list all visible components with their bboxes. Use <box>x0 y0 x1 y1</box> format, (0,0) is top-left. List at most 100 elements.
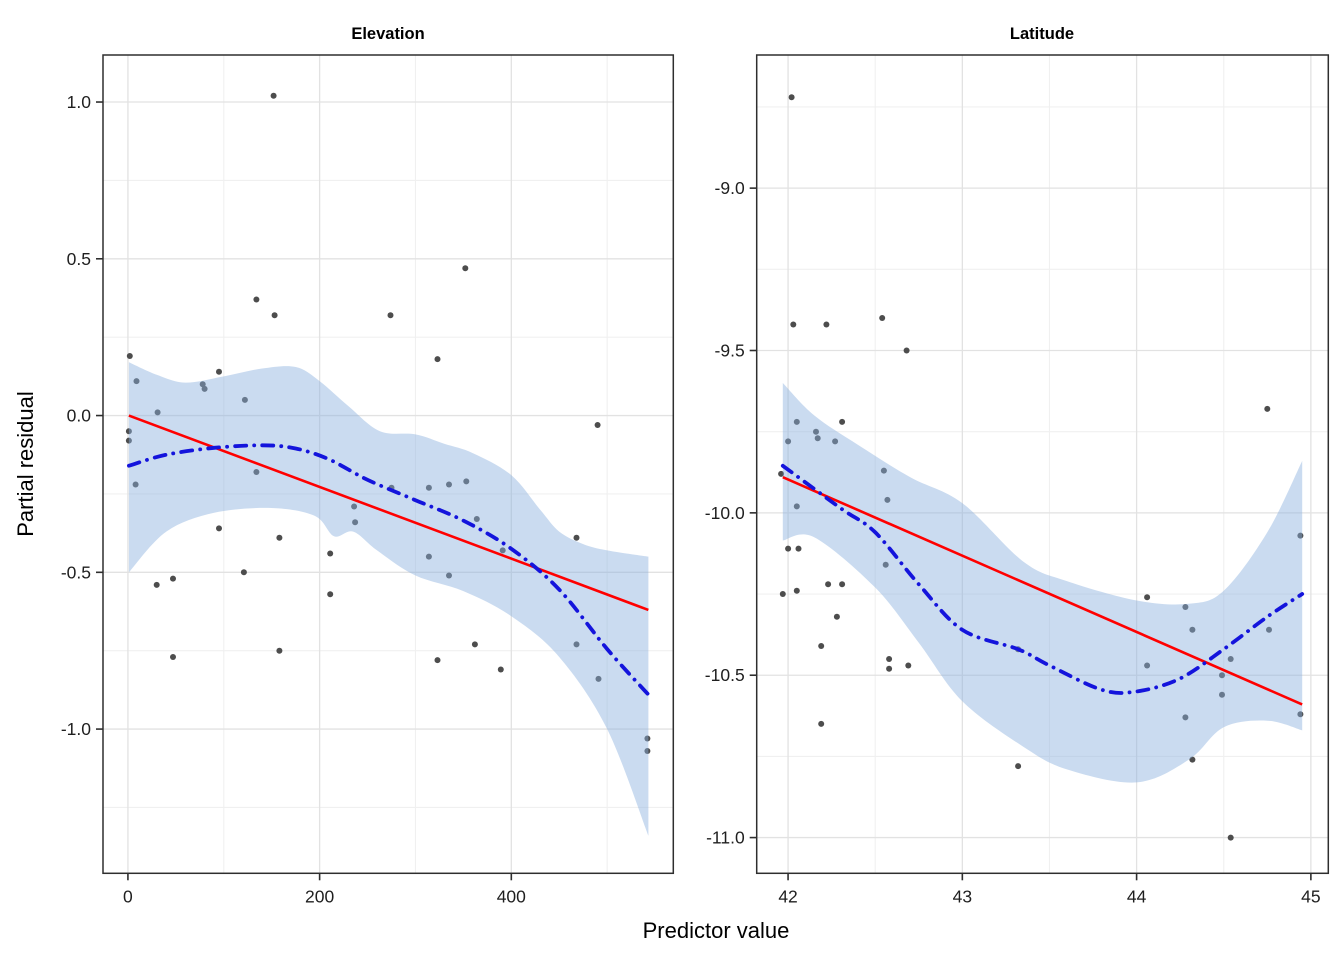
panel-border <box>102 54 675 875</box>
data-point <box>1144 662 1151 669</box>
data-point <box>387 312 394 319</box>
data-point <box>425 484 432 491</box>
data-point <box>351 503 358 510</box>
smooth-line <box>127 443 651 697</box>
data-point <box>201 385 208 392</box>
data-point <box>1182 604 1189 610</box>
data-point <box>125 437 132 444</box>
data-point <box>594 422 601 428</box>
data-point <box>1144 594 1151 601</box>
data-point <box>327 550 334 557</box>
data-point <box>795 545 802 552</box>
data-point <box>352 519 359 526</box>
data-point <box>1227 834 1234 841</box>
data-point <box>471 641 478 648</box>
data-point <box>153 581 160 588</box>
data-point <box>818 720 825 727</box>
data-point <box>886 665 893 672</box>
data-point <box>499 547 506 554</box>
y-tick-label: -9.5 <box>715 340 745 360</box>
y-tick-label: 1.0 <box>67 92 92 112</box>
x-tick-label: 45 <box>1301 886 1320 906</box>
data-point <box>462 265 469 272</box>
data-point <box>903 347 910 354</box>
x-tick-label: 42 <box>778 886 797 906</box>
data-point <box>788 94 795 101</box>
data-point <box>1219 672 1225 679</box>
data-point <box>1266 626 1272 633</box>
data-point <box>1189 626 1196 633</box>
confidence-band <box>128 362 649 836</box>
data-point <box>644 748 651 754</box>
facet-title-elevation: Elevation <box>351 25 425 43</box>
data-point <box>199 381 206 388</box>
y-tick-label: -10.0 <box>705 503 745 523</box>
y-tick-label: -10.5 <box>705 665 745 685</box>
x-tick-label: 44 <box>1127 886 1147 906</box>
data-point <box>880 467 887 474</box>
x-tick-label: 0 <box>123 886 133 906</box>
data-point <box>832 438 839 445</box>
data-point <box>1297 711 1304 718</box>
data-point <box>463 478 470 485</box>
data-point <box>1015 763 1022 770</box>
data-point <box>882 561 889 568</box>
data-point <box>434 356 441 363</box>
data-point <box>216 368 222 375</box>
data-point <box>879 315 886 321</box>
data-point <box>446 481 452 488</box>
data-point <box>793 418 800 425</box>
data-point <box>434 657 441 664</box>
data-point <box>595 675 602 682</box>
data-point <box>1297 532 1304 539</box>
data-point <box>823 321 830 328</box>
data-point <box>778 470 785 477</box>
data-point <box>884 496 891 503</box>
data-point <box>446 572 452 579</box>
y-axis-title: Partial residual <box>13 391 38 537</box>
data-point <box>1227 656 1234 662</box>
y-tick-label: 0.5 <box>67 249 91 269</box>
data-point <box>473 516 480 522</box>
data-point <box>825 581 832 588</box>
x-tick-label: 400 <box>497 886 526 906</box>
data-point <box>814 435 821 442</box>
data-point <box>276 534 283 541</box>
data-point <box>818 643 825 649</box>
data-point <box>785 545 792 552</box>
data-point <box>425 553 432 560</box>
data-point <box>573 641 580 648</box>
data-point <box>785 438 792 445</box>
data-point <box>833 613 840 620</box>
data-point <box>170 654 176 660</box>
data-point <box>253 296 260 303</box>
data-point <box>790 321 797 328</box>
y-tick-label: 0.0 <box>67 406 92 426</box>
y-tick-label: -9.0 <box>715 178 745 198</box>
data-point <box>240 569 247 576</box>
y-tick-label: -1.0 <box>61 719 91 739</box>
data-point <box>126 353 133 359</box>
regression-line <box>782 475 1303 706</box>
data-point <box>497 666 504 673</box>
data-point <box>779 591 786 597</box>
panel-background <box>103 55 674 874</box>
data-point <box>133 378 140 385</box>
data-point <box>154 409 161 416</box>
panel-background <box>756 55 1329 874</box>
data-point <box>813 428 819 435</box>
data-point <box>886 656 893 662</box>
data-point <box>125 428 132 435</box>
data-point <box>253 469 260 475</box>
y-tick-label: -0.5 <box>61 562 91 582</box>
facet-title-latitude: Latitude <box>1009 25 1075 43</box>
data-point <box>241 396 248 403</box>
data-point <box>793 503 800 510</box>
data-point <box>271 312 278 319</box>
data-point <box>132 481 139 488</box>
x-tick-label: 200 <box>305 886 334 906</box>
data-point <box>276 647 283 654</box>
y-tick-label: -11.0 <box>706 828 745 848</box>
